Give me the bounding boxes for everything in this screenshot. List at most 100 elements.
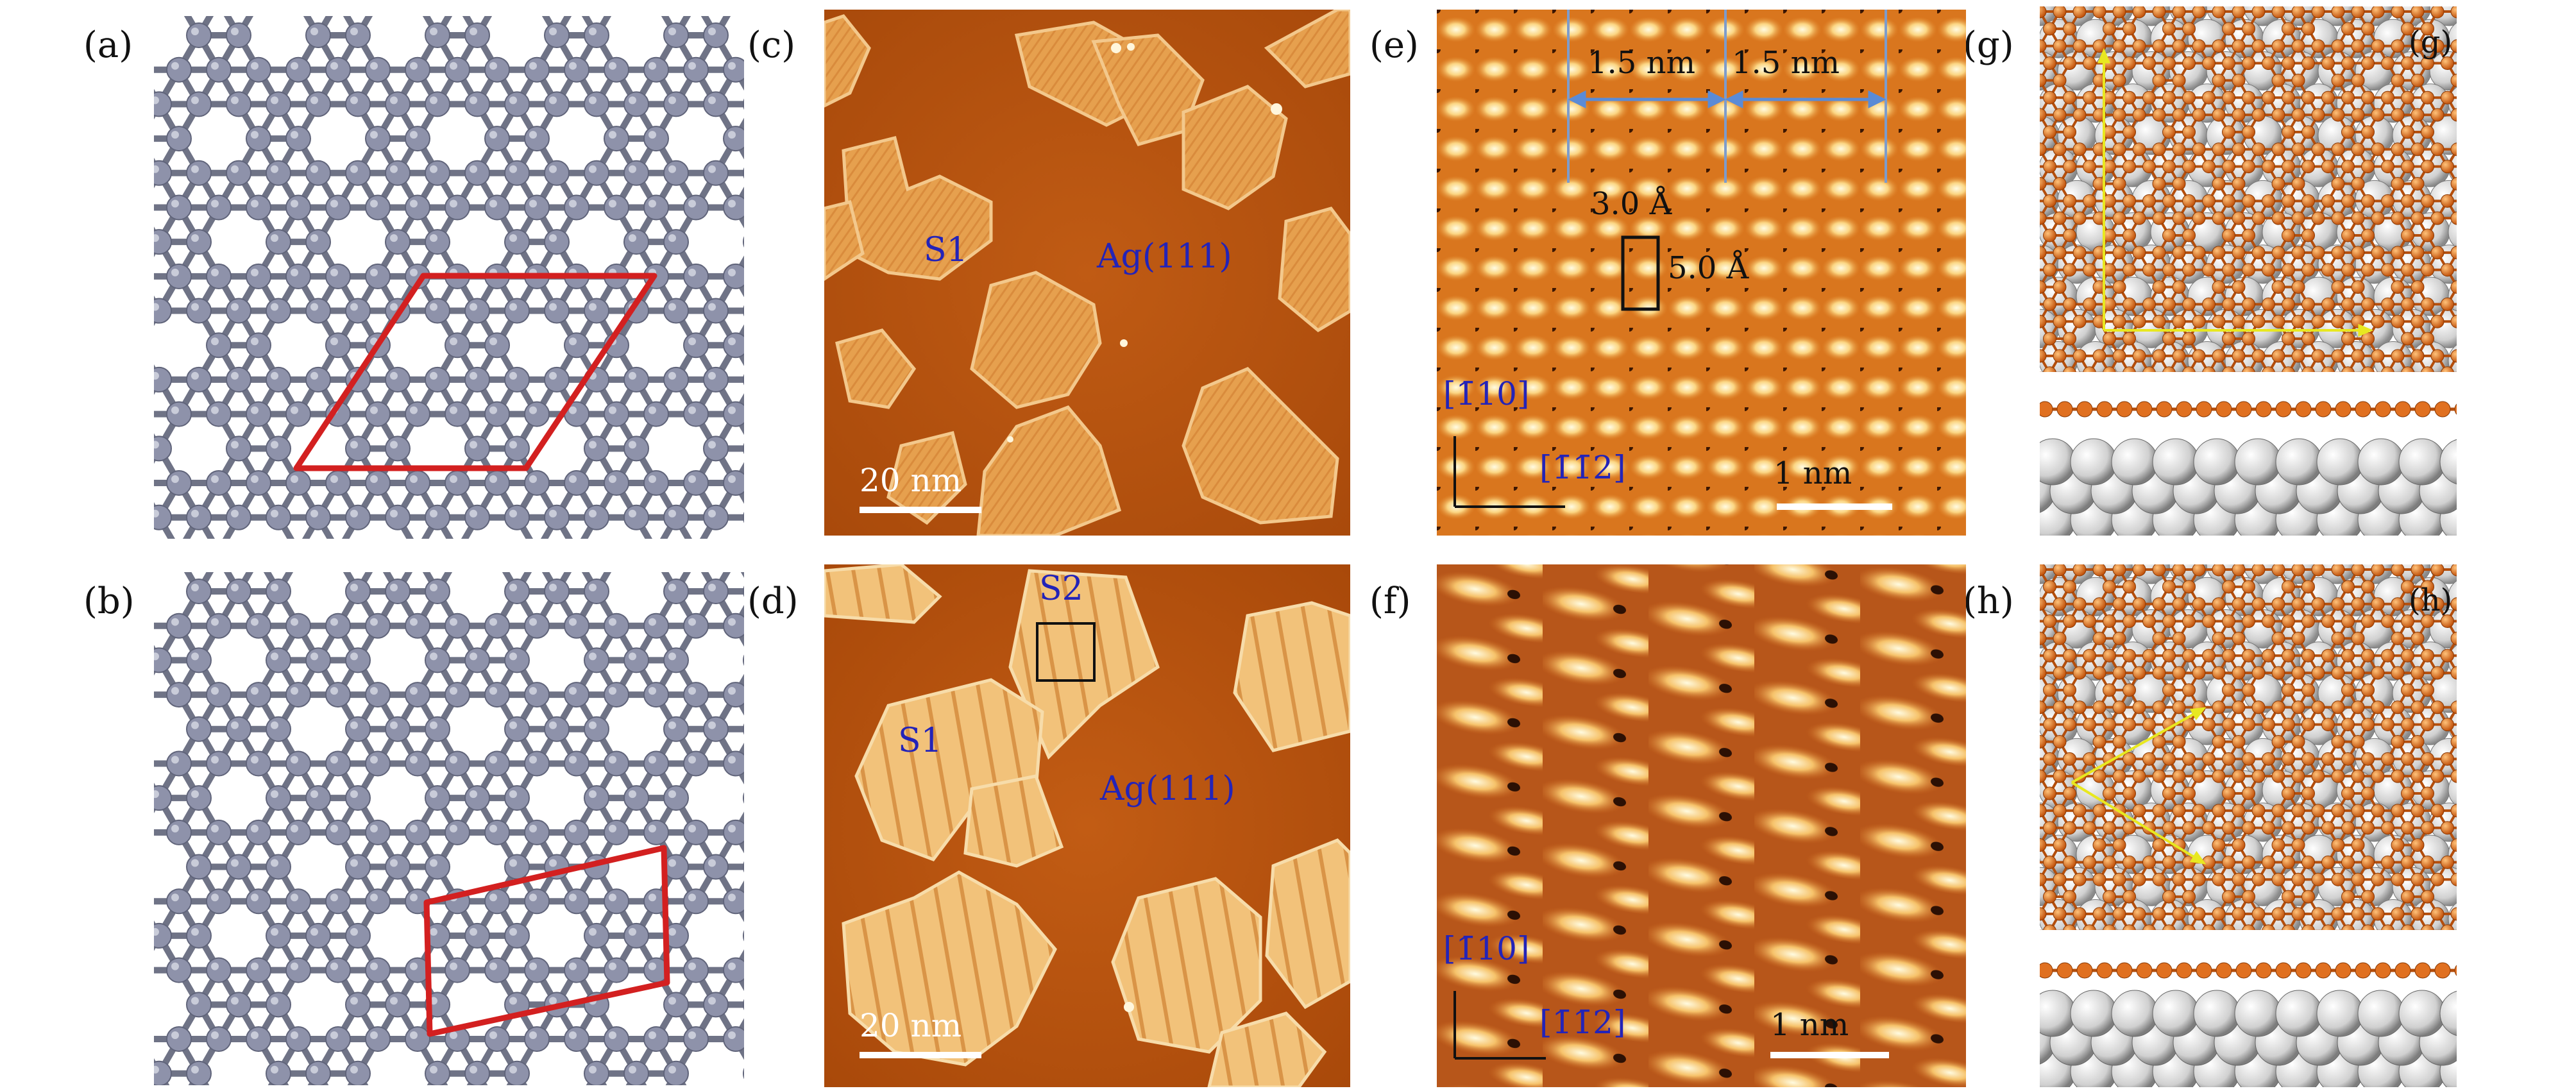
boron-atom (743, 512, 744, 523)
atom-highlight (310, 927, 318, 936)
scale-label-d: 20 nm (860, 1007, 962, 1044)
boron-atom (2262, 297, 2275, 311)
label-s2-d: S2 (1039, 570, 1083, 608)
boron-atom (2321, 56, 2335, 71)
boron-atom (206, 957, 232, 983)
atom-highlight (509, 509, 517, 518)
silver-atom (2234, 438, 2282, 486)
boron-atom (166, 750, 192, 777)
boron-atom (2152, 39, 2166, 53)
atom-highlight (231, 584, 239, 591)
lattice-vector-group (2097, 47, 2374, 337)
boron-layer (2040, 6, 2457, 372)
atom-highlight (688, 962, 696, 970)
boron-atom (484, 819, 510, 845)
boron-atom (2162, 332, 2176, 346)
atom-highlight (609, 199, 616, 208)
atom-highlight (708, 165, 716, 173)
atom-highlight (410, 687, 418, 695)
boron-atom (484, 613, 510, 639)
boron-atom (464, 785, 490, 811)
boron-atom (345, 160, 371, 186)
boron-atom (2450, 177, 2457, 190)
boron-atom (2401, 366, 2414, 372)
boron-atom (2212, 211, 2226, 225)
atom-highlight (629, 1065, 636, 1074)
boron-atom (345, 716, 371, 742)
boron-atom (2391, 280, 2405, 294)
boron-atom (743, 236, 744, 248)
atom-highlight (648, 475, 656, 484)
atom-highlight (271, 96, 278, 105)
boron-atom (2123, 56, 2136, 71)
boron-atom (2315, 401, 2332, 418)
boron-atom (2371, 349, 2385, 363)
boron-atom (2430, 211, 2445, 225)
boron-atom (2242, 263, 2255, 277)
panel-label-g: (g) (1963, 24, 2014, 66)
boron-atom (504, 922, 530, 949)
boron-atom (206, 888, 232, 915)
atom-highlight (231, 859, 239, 867)
atom-highlight (549, 509, 557, 518)
label-s1-d: S1 (898, 722, 942, 760)
atom-highlight (310, 96, 318, 105)
boron-atom (2123, 194, 2136, 208)
boron-atom (2232, 176, 2246, 190)
atom-highlight (549, 859, 557, 867)
boron-atom (2251, 39, 2266, 53)
boron-atom (623, 366, 649, 393)
boron-atom (703, 854, 729, 880)
boron-atom (2411, 39, 2425, 53)
atom-highlight (688, 893, 696, 902)
boron-atom (2255, 401, 2272, 418)
atom-highlight (668, 584, 676, 591)
boron-atom (2072, 39, 2087, 53)
boron-atom (2112, 280, 2126, 294)
boron-atom (2331, 142, 2345, 156)
atom-highlight (251, 893, 258, 902)
boron-atom (544, 504, 570, 530)
island (842, 870, 1057, 1067)
panel-label-h: (h) (1963, 580, 2014, 622)
boron-atom (723, 819, 744, 845)
boron-atom (2192, 6, 2206, 19)
boron-atom (345, 922, 371, 949)
boron-atom (266, 922, 291, 949)
boron-atom (2381, 297, 2394, 311)
boron-atom (325, 682, 351, 708)
boron-atom (2242, 228, 2255, 242)
boron-atom (325, 888, 351, 915)
atom-highlight (191, 584, 199, 591)
atom-highlight (489, 62, 497, 70)
boron-atom (246, 888, 271, 915)
atom-highlight (728, 1031, 736, 1040)
boron-atom (285, 126, 311, 152)
boron-atom (2391, 108, 2405, 122)
boron-atom (305, 785, 331, 811)
atom-highlight (529, 618, 537, 626)
boron-atom (2040, 73, 2047, 87)
atom-highlight (549, 234, 557, 242)
atom-highlight (489, 406, 497, 414)
atom-highlight (330, 687, 338, 695)
atom-highlight (529, 962, 537, 970)
boron-atom (2063, 366, 2076, 372)
boron-atom (643, 750, 669, 777)
boron-atom (186, 785, 212, 811)
atom-highlight (231, 28, 239, 35)
boron-atom (524, 888, 550, 915)
boron-atom (2123, 263, 2136, 277)
boron-atom (2301, 90, 2315, 105)
boron-atom (2341, 160, 2355, 174)
atom-highlight (370, 1031, 378, 1040)
boron-atom (2421, 297, 2434, 311)
boron-atom (2212, 142, 2226, 156)
boron-atom (663, 22, 689, 48)
boron-atom (623, 922, 649, 949)
boron-atom (226, 992, 251, 1018)
boron-atom (2083, 297, 2096, 311)
boron-atom (2282, 228, 2295, 242)
boron-atom (2182, 332, 2196, 346)
boron-atom (2430, 142, 2445, 156)
